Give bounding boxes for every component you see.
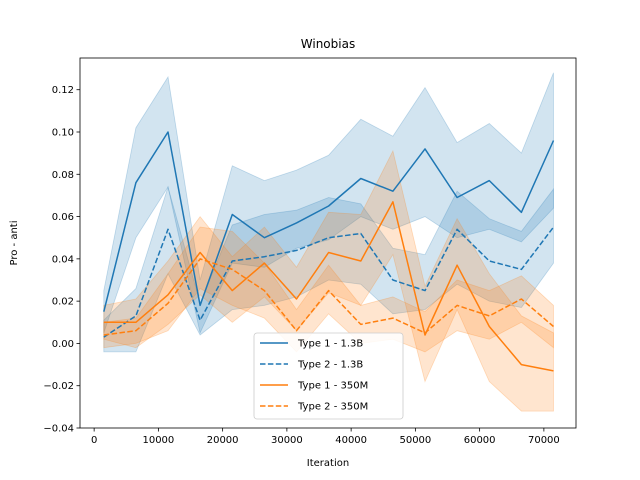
y-tick-label: 0.06 — [52, 212, 74, 223]
x-tick-label: 30000 — [271, 435, 303, 446]
y-tick-label: 0.12 — [52, 85, 74, 96]
series-line-2 — [103, 226, 555, 338]
x-tick-label: 10000 — [142, 435, 174, 446]
chart-title: Winobias — [301, 37, 355, 51]
y-tick-label: 0.00 — [52, 339, 74, 350]
series-lines — [103, 131, 555, 372]
y-tick-label: 0.02 — [52, 297, 74, 308]
y-tick-label: −0.04 — [43, 424, 74, 435]
y-axis-ticks: −0.04 −0.02 0.00 0.02 0.04 0.06 0.08 0.10 0.12 — [43, 85, 80, 435]
x-tick-label: 50000 — [399, 435, 431, 446]
x-tick-label: 40000 — [335, 435, 367, 446]
confidence-band-3 — [103, 149, 554, 412]
legend-box — [253, 332, 404, 420]
x-axis-label: Iteration — [307, 458, 349, 469]
x-tick-label: 60000 — [464, 435, 496, 446]
legend-label-1: Type 1 - 1.3B — [297, 339, 363, 350]
series-line-1 — [103, 131, 555, 312]
confidence-band-2 — [103, 185, 554, 353]
x-tick-label: 70000 — [528, 435, 560, 446]
legend-label-2: Type 2 - 1.3B — [297, 360, 363, 371]
legend: Type 1 - 1.3B Type 2 - 1.3B Type 1 - 350M T… — [253, 332, 404, 420]
x-tick-label: 20000 — [207, 435, 239, 446]
plot-frame — [79, 57, 577, 429]
legend-label-4: Type 2 - 350M — [297, 402, 368, 413]
x-tick-label: 0 — [91, 435, 97, 446]
y-tick-label: 0.08 — [52, 170, 74, 181]
legend-label-3: Type 1 - 350M — [297, 381, 368, 392]
y-axis-label: Pro - anti — [9, 221, 20, 266]
y-tick-label: −0.02 — [43, 381, 74, 392]
x-axis-ticks: 0 10000 20000 30000 40000 50000 60000 70000 — [91, 428, 560, 446]
series-line-4 — [103, 258, 554, 336]
y-tick-label: 0.04 — [52, 254, 74, 265]
y-tick-label: 0.10 — [52, 128, 74, 139]
confidence-band-1 — [103, 72, 554, 335]
series-line-3 — [103, 201, 554, 372]
